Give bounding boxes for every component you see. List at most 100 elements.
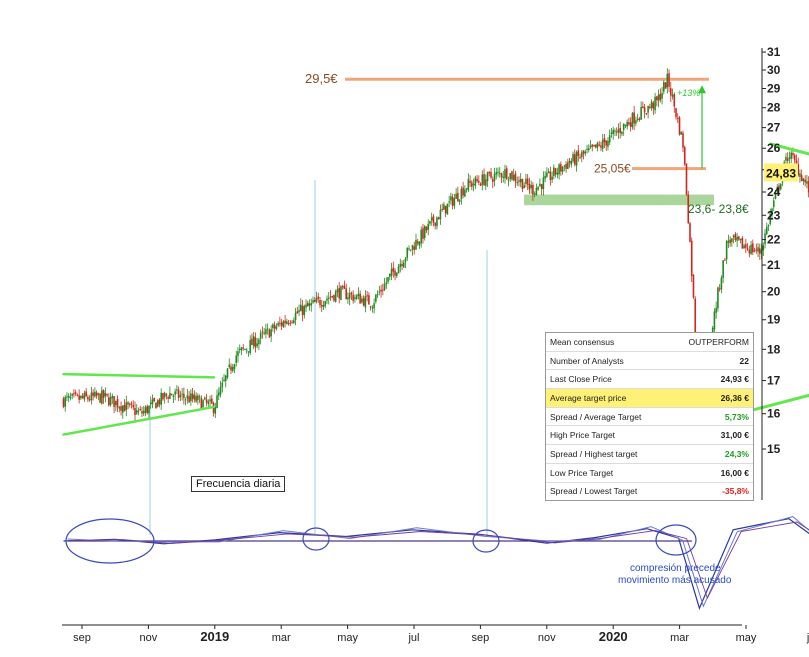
candle (382, 283, 384, 296)
candle (315, 291, 318, 304)
candle (286, 318, 288, 325)
candle (490, 167, 492, 180)
candle (390, 262, 393, 281)
compression-ellipse (472, 529, 500, 553)
consensus-row: Last Close Price 24,93 € (546, 370, 753, 390)
candle (141, 406, 143, 418)
candle (327, 291, 330, 305)
candle (479, 182, 482, 187)
candle (668, 69, 670, 93)
candle (364, 290, 367, 313)
candle (102, 389, 105, 404)
candle (266, 323, 269, 335)
consensus-row: Spread / Lowest Target -35,8% (546, 483, 753, 501)
candle (450, 192, 452, 205)
consensus-rows: Number of Analysts 22 Last Close Price 24,9… (546, 352, 753, 501)
consensus-row-label: Average target price (550, 392, 627, 403)
consensus-row: Low Price Target 16,00 € (546, 464, 753, 483)
candle (643, 103, 646, 119)
candle (765, 222, 768, 236)
candle (66, 392, 68, 402)
candle (633, 105, 635, 131)
consensus-row: Spread / Average Target 5,73% (546, 408, 753, 427)
candle (498, 167, 501, 178)
candle (289, 320, 292, 327)
compression-ellipse (302, 527, 330, 551)
candle (394, 268, 396, 281)
candle (392, 261, 395, 278)
candle (71, 393, 73, 400)
candle (493, 167, 496, 187)
candle (753, 247, 756, 253)
candle (174, 388, 176, 401)
candle (275, 323, 278, 331)
y-tick-label: 24 (767, 185, 781, 199)
consensus-row: High Price Target 31,00 € (546, 426, 753, 446)
candle (106, 393, 108, 397)
candle (144, 405, 147, 417)
candle (139, 405, 142, 412)
y-tick-label: 27 (767, 121, 781, 135)
candle (509, 172, 512, 182)
candle (334, 289, 337, 303)
candle (579, 153, 581, 159)
x-tick-label: nov (538, 632, 556, 644)
candle (198, 394, 201, 404)
candle (347, 292, 349, 304)
candle (464, 185, 466, 198)
candle (177, 386, 180, 402)
candle (727, 234, 730, 249)
candle (516, 176, 519, 186)
candle (619, 121, 621, 139)
consensus-row-value: 26,36 € (720, 392, 749, 403)
candle (629, 117, 632, 132)
candle (622, 123, 625, 136)
candle (88, 395, 91, 402)
candle (640, 101, 642, 120)
candle (752, 239, 754, 256)
candle (471, 180, 473, 191)
candle (310, 298, 313, 312)
candle (258, 337, 260, 351)
candle (497, 167, 499, 177)
candle (628, 117, 630, 126)
candle (231, 363, 234, 373)
candle (474, 175, 477, 190)
candle (734, 232, 737, 243)
consensus-header-label: Mean consensus (550, 336, 615, 347)
candle (673, 92, 676, 113)
candle (563, 164, 566, 172)
candle (362, 295, 365, 307)
candle (300, 298, 302, 312)
candle (340, 285, 342, 301)
candle (570, 158, 573, 168)
candle (746, 243, 749, 252)
candle (97, 392, 100, 401)
candle (558, 162, 560, 180)
y-tick-label: 17 (767, 374, 781, 388)
candle (680, 131, 683, 135)
candle (200, 395, 203, 409)
candle (453, 194, 456, 209)
candle (767, 224, 770, 232)
consensus-row-label: Last Close Price (550, 374, 612, 385)
candle (507, 176, 510, 187)
candle (176, 385, 178, 394)
candle (298, 304, 300, 317)
candle (338, 282, 341, 304)
candle (184, 397, 187, 406)
candle (476, 175, 478, 183)
candle (683, 145, 686, 167)
candle (282, 319, 285, 328)
candle (319, 297, 321, 309)
candle (252, 331, 255, 350)
candle (329, 290, 332, 301)
x-tick-label: 2019 (200, 629, 229, 644)
candle (715, 301, 717, 319)
y-tick-label: 23 (767, 208, 781, 222)
candle (226, 367, 229, 380)
candle (652, 100, 655, 116)
x-tick-label: may (736, 632, 757, 644)
candle (642, 101, 644, 109)
candle (420, 226, 423, 248)
